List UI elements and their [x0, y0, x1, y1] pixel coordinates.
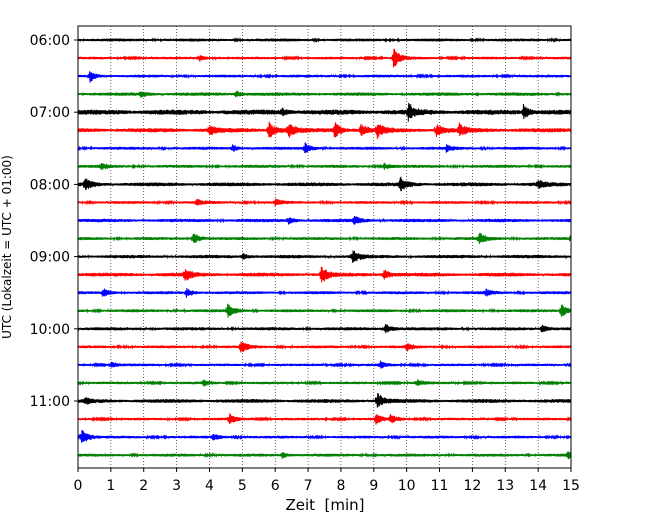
x-axis-ticks: 0 1 2 3 4 5 6 7 8 9 10 11 12 13 14 15: [74, 468, 580, 494]
x-tick-label: 1: [106, 478, 115, 494]
trace-0645: [77, 90, 572, 98]
trace-0600: [77, 37, 572, 43]
x-tick-label: 12: [463, 478, 481, 494]
y-tick-label: 08:00: [30, 177, 70, 193]
x-tick-label: 0: [74, 478, 83, 494]
x-tick-label: 5: [238, 478, 247, 494]
trace-1100: [77, 393, 572, 408]
y-tick-label: 09:00: [30, 250, 70, 266]
plot-frame: [77, 25, 572, 469]
trace-1030: [77, 360, 572, 369]
y-tick-label: 10:00: [30, 322, 70, 338]
y-tick-label: 11:00: [30, 394, 70, 410]
trace-0630: [77, 71, 572, 83]
trace-0900: [77, 250, 572, 263]
trace-1045: [77, 379, 572, 387]
seismic-traces: [77, 37, 572, 460]
x-tick-label: 4: [205, 478, 214, 494]
x-tick-label: 3: [172, 478, 181, 494]
trace-1145: [77, 451, 572, 460]
y-tick-label: 06:00: [30, 33, 70, 49]
trace-1015: [77, 341, 572, 353]
x-tick-label: 13: [496, 478, 514, 494]
x-tick-label: 10: [398, 478, 416, 494]
trace-0845: [77, 232, 572, 244]
x-tick-label: 8: [336, 478, 345, 494]
trace-0830: [77, 215, 572, 225]
trace-0815: [77, 198, 572, 207]
y-axis-ticks: 06:00 07:00 08:00 09:00 10:00 11:00: [30, 33, 78, 410]
trace-0615: [77, 48, 572, 68]
x-tick-label: 15: [562, 478, 580, 494]
x-tick-label: 9: [369, 478, 378, 494]
y-axis-label: UTC (Lokalzeit = UTC + 01:00): [0, 155, 14, 339]
x-tick-label: 11: [431, 478, 449, 494]
x-axis-label: Zeit [min]: [285, 496, 364, 514]
trace-0800: [77, 176, 572, 192]
trace-0715: [77, 121, 572, 140]
trace-0915: [77, 266, 572, 283]
trace-0945: [77, 303, 572, 318]
trace-1115: [77, 413, 572, 425]
trace-0745: [77, 162, 572, 170]
y-tick-label: 07:00: [30, 105, 70, 121]
x-tick-label: 7: [304, 478, 313, 494]
x-tick-label: 14: [529, 478, 547, 494]
trace-0930: [77, 288, 572, 298]
x-tick-label: 2: [139, 478, 148, 494]
trace-1000: [77, 324, 572, 334]
trace-0700: [77, 102, 572, 122]
x-tick-label: 6: [271, 478, 280, 494]
trace-0730: [77, 142, 572, 154]
trace-1130: [77, 430, 572, 443]
